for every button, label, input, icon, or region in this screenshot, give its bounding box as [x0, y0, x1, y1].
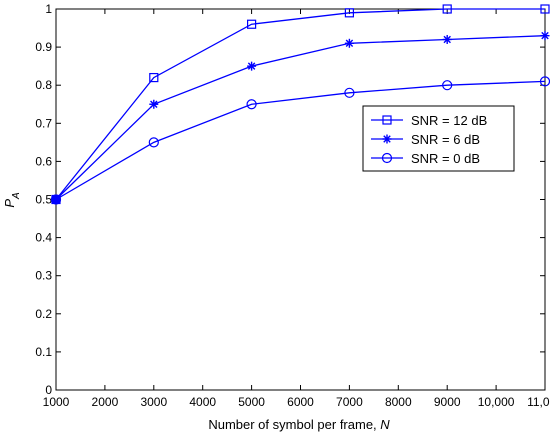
y-tick-label: 0.3 [35, 269, 52, 283]
legend-marker [382, 134, 392, 144]
series-line [55, 8, 545, 200]
start-point [51, 194, 61, 205]
legend-marker [381, 152, 393, 164]
x-axis-label-variable: N [380, 417, 390, 432]
y-axis-label: PA [2, 192, 22, 208]
x-axis-label: Number of symbol per frame, N [208, 417, 390, 432]
series-layer [50, 4, 550, 205]
x-tick-label: 1000 [43, 395, 70, 409]
y-axis-label-main: P [2, 199, 17, 208]
x-axis-label-text: Number of symbol per frame, [208, 417, 380, 432]
y-tick-label: 0.4 [35, 231, 52, 245]
legend-label: SNR = 0 dB [411, 151, 480, 166]
legend-marker [382, 115, 392, 125]
series-line [55, 80, 546, 201]
plot-area [55, 8, 546, 391]
x-tick-label: 2000 [92, 395, 119, 409]
y-tick-label: 0.6 [35, 154, 52, 168]
data-point [247, 19, 257, 29]
y-tick-label: 1 [45, 2, 52, 16]
data-point [442, 4, 452, 14]
axis-ticks: 1000 2000 3000 4000 5000 6000 7000 8000 9000 10,0… [35, 2, 550, 409]
series-line [55, 35, 546, 200]
data-point [344, 8, 354, 18]
data-point [246, 99, 257, 110]
x-tick-label: 10,000 [478, 395, 515, 409]
x-tick-label: 8000 [385, 395, 412, 409]
data-point [442, 80, 453, 91]
x-tick-label: 7000 [336, 395, 363, 409]
y-tick-label: 0.7 [35, 116, 52, 130]
x-tick-label: 11,000 [527, 395, 550, 409]
y-tick-label: 0.9 [35, 40, 52, 54]
x-tick-label: 5000 [238, 395, 265, 409]
legend-label: SNR = 12 dB [411, 113, 487, 128]
y-tick-label: 0.5 [35, 193, 52, 207]
data-point [540, 4, 550, 14]
y-tick-label: 0.8 [35, 78, 52, 92]
data-point [540, 31, 550, 41]
plot-frame [55, 8, 546, 391]
legend: SNR = 12 dB SNR = 6 dB SNR = 0 dB [362, 105, 515, 172]
data-point [149, 72, 159, 83]
x-tick-label: 4000 [189, 395, 216, 409]
y-tick-label: 0.2 [35, 307, 52, 321]
data-point [149, 99, 159, 109]
y-tick-label: 0.1 [35, 345, 52, 359]
data-point [442, 34, 452, 44]
legend-label: SNR = 6 dB [411, 132, 480, 147]
x-tick-label: 3000 [140, 395, 167, 409]
data-point [344, 87, 355, 98]
data-point [247, 61, 257, 71]
y-axis-label-subscript: A [11, 192, 22, 200]
x-tick-label: 6000 [287, 395, 314, 409]
y-tick-label: 0 [45, 383, 52, 397]
data-point [148, 137, 159, 148]
data-point [344, 38, 354, 48]
x-tick-label: 9000 [434, 395, 461, 409]
